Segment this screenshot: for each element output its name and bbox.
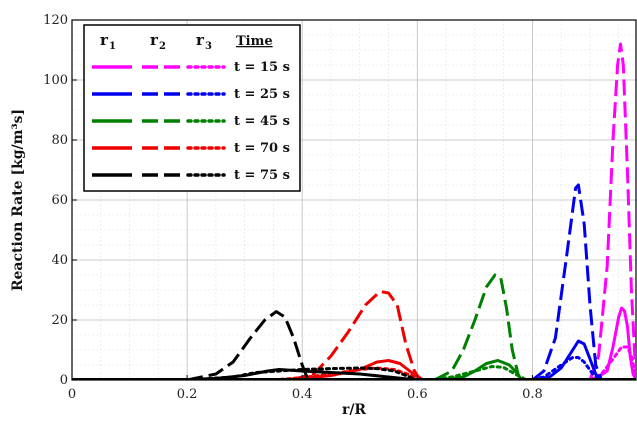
y-tick-label: 60 <box>51 193 68 208</box>
legend-header-sub-r2: 2 <box>159 41 166 52</box>
legend-label-3: t = 70 s <box>234 141 290 156</box>
series-line-r1-1 <box>532 339 603 380</box>
series-line-r2-4 <box>186 310 310 380</box>
y-tick-label: 0 <box>60 373 68 388</box>
legend-header-r3: r <box>196 31 205 49</box>
series-line-r2-2 <box>433 273 523 380</box>
series-line-r2-3 <box>290 290 422 380</box>
legend-header-r1: r <box>100 31 109 49</box>
legend-header-sub-r3: 3 <box>205 41 212 52</box>
legend-label-4: t = 75 s <box>234 168 290 183</box>
x-axis-label: r/R <box>342 402 366 418</box>
legend-label-1: t = 25 s <box>234 87 290 102</box>
series-line-r3-0 <box>588 345 636 380</box>
series-group <box>72 42 636 380</box>
y-tick-label: 20 <box>51 313 68 328</box>
y-tick-label: 100 <box>43 73 68 88</box>
x-tick-label: 0 <box>68 387 76 402</box>
legend-header-time: Time <box>236 34 273 49</box>
legend-label-0: t = 15 s <box>234 60 290 75</box>
series-line-r3-4 <box>185 366 419 380</box>
x-tick-label: 0.4 <box>292 387 313 402</box>
y-tick-label: 80 <box>51 133 68 148</box>
y-tick-label: 40 <box>51 253 68 268</box>
x-tick-label: 0.8 <box>522 387 543 402</box>
legend-header-r2: r <box>150 31 159 49</box>
x-tick-label: 0.2 <box>177 387 198 402</box>
legend-box <box>83 24 301 192</box>
y-tick-label: 120 <box>43 13 68 28</box>
x-tick-label: 0.6 <box>407 387 428 402</box>
series-line-r2-0 <box>588 42 636 380</box>
series-line-r2-1 <box>531 183 603 380</box>
axis-ticks: 0 0.2 0.4 0.6 0.8 0 20 40 60 80 100 120 <box>43 13 543 402</box>
series-line-r3-1 <box>525 356 603 380</box>
legend-header-sub-r1: 1 <box>109 41 116 52</box>
legend-label-2: t = 45 s <box>234 114 290 129</box>
series-line-r3-2 <box>427 365 529 380</box>
y-axis-label: Reaction Rate [kg/m³s] <box>10 109 26 291</box>
